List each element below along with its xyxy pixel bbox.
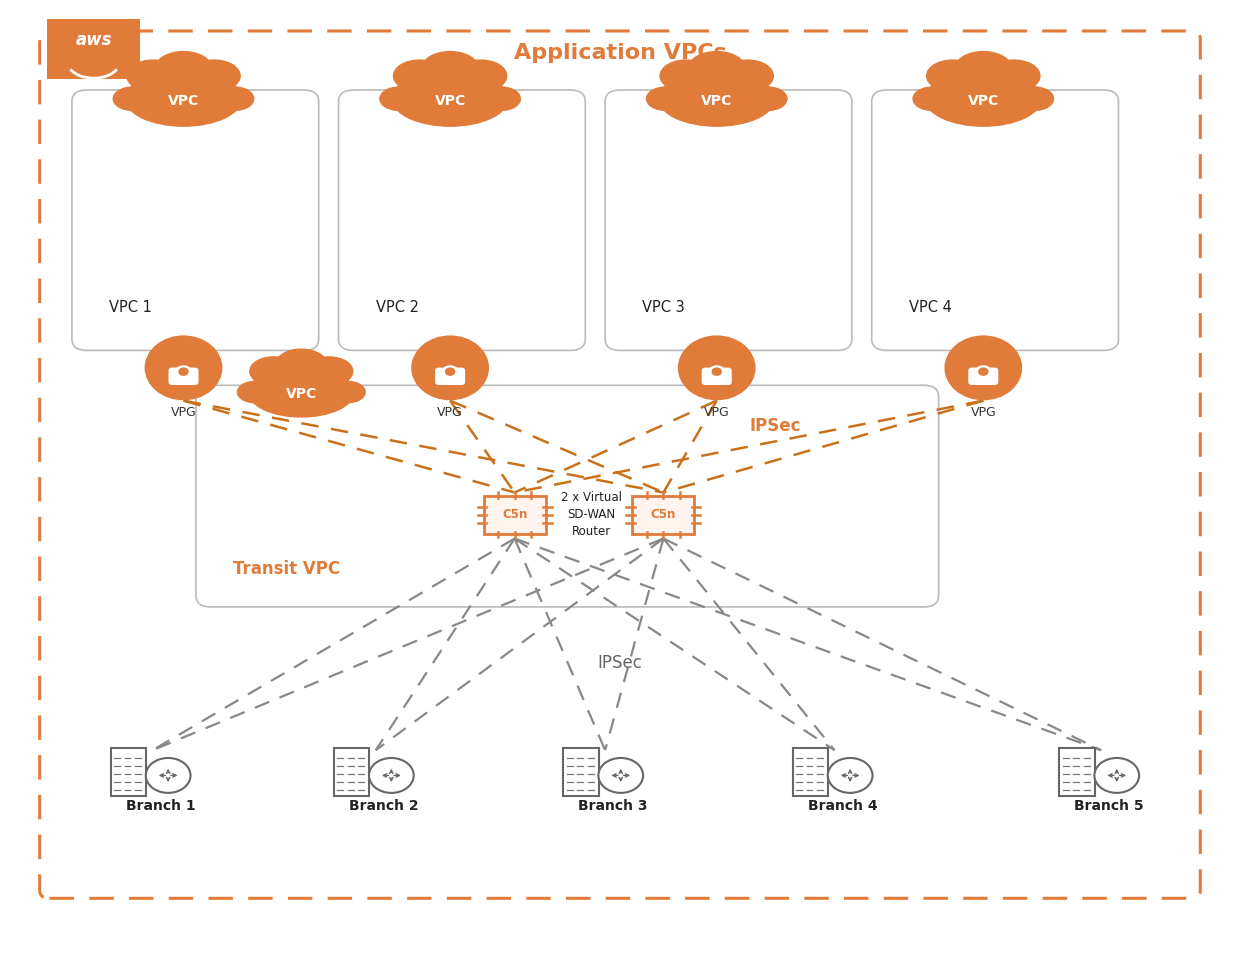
Ellipse shape <box>412 336 489 400</box>
Text: VPC: VPC <box>434 94 466 108</box>
Text: aws: aws <box>76 31 112 49</box>
Text: Branch 2: Branch 2 <box>348 799 418 813</box>
Ellipse shape <box>988 60 1040 92</box>
Ellipse shape <box>678 336 755 400</box>
Circle shape <box>599 758 644 793</box>
FancyBboxPatch shape <box>110 748 146 796</box>
Ellipse shape <box>113 87 151 110</box>
Ellipse shape <box>658 72 775 126</box>
Text: VPG: VPG <box>704 406 729 419</box>
FancyBboxPatch shape <box>1059 748 1095 796</box>
FancyBboxPatch shape <box>792 748 828 796</box>
Ellipse shape <box>926 60 978 92</box>
Ellipse shape <box>646 87 684 110</box>
Text: IPSec: IPSec <box>749 417 801 435</box>
Ellipse shape <box>248 367 355 417</box>
Circle shape <box>828 758 873 793</box>
Text: Branch 1: Branch 1 <box>125 799 195 813</box>
FancyBboxPatch shape <box>47 19 140 79</box>
Ellipse shape <box>422 51 479 86</box>
FancyBboxPatch shape <box>72 90 319 350</box>
Text: VPC 3: VPC 3 <box>642 300 684 315</box>
Text: Branch 4: Branch 4 <box>807 799 877 813</box>
FancyBboxPatch shape <box>872 90 1118 350</box>
Ellipse shape <box>455 60 507 92</box>
Ellipse shape <box>925 72 1042 126</box>
Ellipse shape <box>749 87 787 110</box>
Ellipse shape <box>306 357 353 385</box>
Circle shape <box>370 758 414 793</box>
FancyBboxPatch shape <box>334 748 370 796</box>
FancyBboxPatch shape <box>169 368 198 385</box>
Text: Application VPCs: Application VPCs <box>513 44 727 63</box>
Text: VPC: VPC <box>967 94 999 108</box>
Ellipse shape <box>392 72 508 126</box>
Text: Branch 5: Branch 5 <box>1074 799 1143 813</box>
Text: VPG: VPG <box>171 406 196 419</box>
Ellipse shape <box>955 51 1012 86</box>
Text: Branch 3: Branch 3 <box>578 799 647 813</box>
Ellipse shape <box>250 357 298 385</box>
Circle shape <box>445 368 455 376</box>
FancyBboxPatch shape <box>968 368 998 385</box>
Text: C5n: C5n <box>651 508 676 522</box>
Text: IPSec: IPSec <box>598 654 642 672</box>
Text: VPG: VPG <box>438 406 463 419</box>
Ellipse shape <box>216 87 254 110</box>
Ellipse shape <box>188 60 241 92</box>
Circle shape <box>1095 758 1140 793</box>
Text: VPC: VPC <box>701 94 733 108</box>
FancyBboxPatch shape <box>339 90 585 350</box>
Ellipse shape <box>237 381 273 403</box>
Text: VPC 1: VPC 1 <box>109 300 153 315</box>
Ellipse shape <box>945 336 1022 400</box>
Ellipse shape <box>482 87 521 110</box>
Ellipse shape <box>1016 87 1054 110</box>
Ellipse shape <box>145 336 222 400</box>
Ellipse shape <box>125 72 242 126</box>
Circle shape <box>179 368 188 376</box>
Ellipse shape <box>393 60 445 92</box>
Text: VPC: VPC <box>285 387 317 401</box>
Ellipse shape <box>722 60 774 92</box>
Ellipse shape <box>275 349 327 380</box>
Ellipse shape <box>330 381 365 403</box>
Text: 2 x Virtual
SD-WAN
Router: 2 x Virtual SD-WAN Router <box>560 492 622 538</box>
Ellipse shape <box>379 87 418 110</box>
Ellipse shape <box>688 51 745 86</box>
Ellipse shape <box>155 51 212 86</box>
Ellipse shape <box>660 60 712 92</box>
Text: C5n: C5n <box>502 508 527 522</box>
Text: VPC 2: VPC 2 <box>376 300 419 315</box>
Text: VPC 4: VPC 4 <box>909 300 952 315</box>
FancyBboxPatch shape <box>484 496 546 534</box>
FancyBboxPatch shape <box>605 90 852 350</box>
Circle shape <box>978 368 988 376</box>
Circle shape <box>146 758 191 793</box>
Text: VPC: VPC <box>167 94 200 108</box>
FancyBboxPatch shape <box>702 368 732 385</box>
FancyBboxPatch shape <box>563 748 599 796</box>
Text: Transit VPC: Transit VPC <box>233 560 340 578</box>
Circle shape <box>712 368 722 376</box>
FancyBboxPatch shape <box>632 496 694 534</box>
FancyBboxPatch shape <box>196 385 939 607</box>
FancyBboxPatch shape <box>435 368 465 385</box>
Text: VPG: VPG <box>971 406 996 419</box>
Ellipse shape <box>126 60 179 92</box>
Ellipse shape <box>913 87 951 110</box>
